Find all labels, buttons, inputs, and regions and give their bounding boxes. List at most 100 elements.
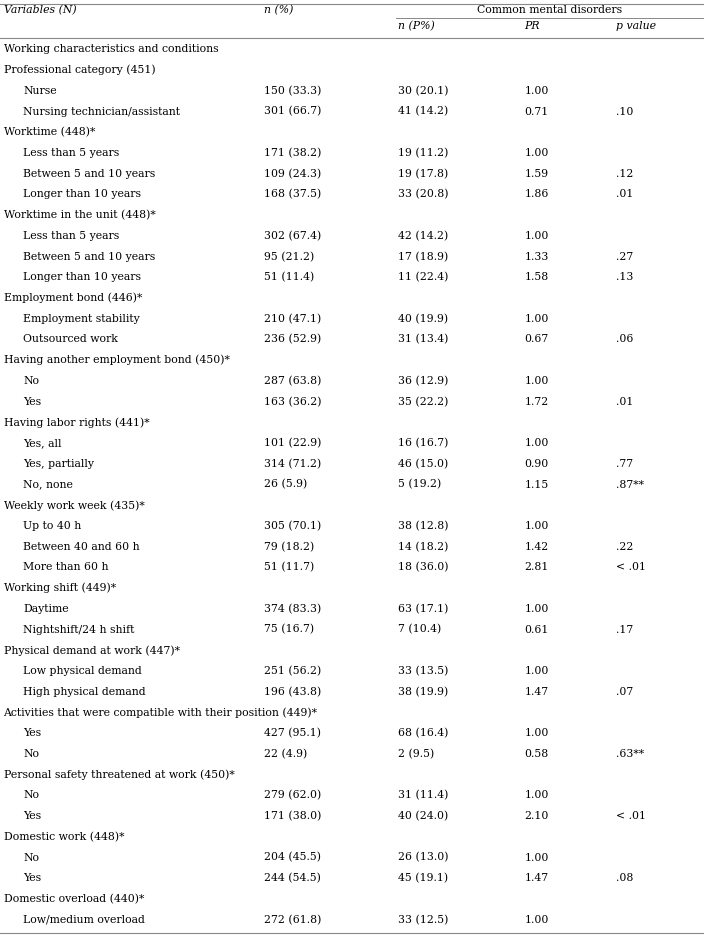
Text: .01: .01	[616, 190, 634, 199]
Text: Low/medium overload: Low/medium overload	[23, 914, 145, 925]
Text: 251 (56.2): 251 (56.2)	[264, 666, 321, 676]
Text: 1.33: 1.33	[524, 252, 549, 262]
Text: 5 (19.2): 5 (19.2)	[398, 480, 441, 490]
Text: Longer than 10 years: Longer than 10 years	[23, 190, 142, 199]
Text: No, none: No, none	[23, 480, 73, 490]
Text: 40 (19.9): 40 (19.9)	[398, 313, 448, 324]
Text: Common mental disorders: Common mental disorders	[477, 5, 622, 15]
Text: No: No	[23, 749, 39, 759]
Text: 45 (19.1): 45 (19.1)	[398, 873, 448, 884]
Text: Yes, partially: Yes, partially	[23, 459, 94, 468]
Text: Domestic work (448)*: Domestic work (448)*	[4, 831, 124, 842]
Text: 236 (52.9): 236 (52.9)	[264, 335, 321, 345]
Text: Having another employment bond (450)*: Having another employment bond (450)*	[4, 355, 230, 366]
Text: 1.00: 1.00	[524, 728, 549, 739]
Text: .27: .27	[616, 252, 634, 262]
Text: 1.00: 1.00	[524, 666, 549, 676]
Text: Domestic overload (440)*: Domestic overload (440)*	[4, 894, 144, 904]
Text: 302 (67.4): 302 (67.4)	[264, 231, 321, 241]
Text: 374 (83.3): 374 (83.3)	[264, 604, 321, 614]
Text: 38 (19.9): 38 (19.9)	[398, 686, 448, 697]
Text: Between 40 and 60 h: Between 40 and 60 h	[23, 541, 140, 552]
Text: .01: .01	[616, 396, 634, 407]
Text: 1.00: 1.00	[524, 148, 549, 158]
Text: < .01: < .01	[616, 811, 646, 821]
Text: .22: .22	[616, 541, 634, 552]
Text: Yes: Yes	[23, 396, 42, 407]
Text: 51 (11.7): 51 (11.7)	[264, 562, 314, 572]
Text: 42 (14.2): 42 (14.2)	[398, 231, 448, 241]
Text: 305 (70.1): 305 (70.1)	[264, 521, 321, 531]
Text: Less than 5 years: Less than 5 years	[23, 148, 120, 158]
Text: Less than 5 years: Less than 5 years	[23, 231, 120, 241]
Text: .63**: .63**	[616, 749, 644, 759]
Text: 1.00: 1.00	[524, 86, 549, 96]
Text: 0.58: 0.58	[524, 749, 548, 759]
Text: 1.42: 1.42	[524, 541, 548, 552]
Text: 1.00: 1.00	[524, 914, 549, 925]
Text: 171 (38.0): 171 (38.0)	[264, 811, 321, 821]
Text: Worktime (448)*: Worktime (448)*	[4, 127, 95, 137]
Text: 95 (21.2): 95 (21.2)	[264, 252, 314, 262]
Text: No: No	[23, 853, 39, 862]
Text: 19 (17.8): 19 (17.8)	[398, 168, 448, 179]
Text: 35 (22.2): 35 (22.2)	[398, 396, 448, 407]
Text: 2.10: 2.10	[524, 811, 549, 821]
Text: 7 (10.4): 7 (10.4)	[398, 625, 441, 635]
Text: Nurse: Nurse	[23, 86, 57, 96]
Text: .07: .07	[616, 686, 634, 697]
Text: PR: PR	[524, 21, 540, 31]
Text: 1.00: 1.00	[524, 439, 549, 448]
Text: 79 (18.2): 79 (18.2)	[264, 541, 314, 552]
Text: Daytime: Daytime	[23, 604, 69, 614]
Text: 0.67: 0.67	[524, 335, 548, 344]
Text: Activities that were compatible with their position (449)*: Activities that were compatible with the…	[4, 707, 318, 718]
Text: Working characteristics and conditions: Working characteristics and conditions	[4, 44, 218, 54]
Text: Yes: Yes	[23, 728, 42, 739]
Text: 150 (33.3): 150 (33.3)	[264, 86, 321, 96]
Text: .87**: .87**	[616, 480, 644, 490]
Text: 46 (15.0): 46 (15.0)	[398, 459, 448, 469]
Text: 40 (24.0): 40 (24.0)	[398, 811, 448, 821]
Text: p value: p value	[616, 21, 656, 31]
Text: 196 (43.8): 196 (43.8)	[264, 686, 321, 697]
Text: 36 (12.9): 36 (12.9)	[398, 376, 448, 386]
Text: 1.00: 1.00	[524, 231, 549, 241]
Text: Weekly work week (435)*: Weekly work week (435)*	[4, 500, 144, 511]
Text: .13: .13	[616, 272, 634, 282]
Text: 301 (66.7): 301 (66.7)	[264, 107, 321, 117]
Text: 51 (11.4): 51 (11.4)	[264, 272, 314, 282]
Text: Yes: Yes	[23, 811, 42, 821]
Text: 19 (11.2): 19 (11.2)	[398, 148, 448, 158]
Text: 2 (9.5): 2 (9.5)	[398, 749, 434, 759]
Text: 1.00: 1.00	[524, 376, 549, 386]
Text: Personal safety threatened at work (450)*: Personal safety threatened at work (450)…	[4, 770, 234, 780]
Text: .06: .06	[616, 335, 634, 344]
Text: 1.00: 1.00	[524, 790, 549, 800]
Text: 68 (16.4): 68 (16.4)	[398, 728, 448, 739]
Text: No: No	[23, 376, 39, 386]
Text: No: No	[23, 790, 39, 800]
Text: 33 (20.8): 33 (20.8)	[398, 189, 448, 199]
Text: Up to 40 h: Up to 40 h	[23, 521, 82, 531]
Text: 31 (11.4): 31 (11.4)	[398, 790, 448, 800]
Text: 427 (95.1): 427 (95.1)	[264, 728, 321, 739]
Text: 1.86: 1.86	[524, 190, 549, 199]
Text: Yes, all: Yes, all	[23, 439, 62, 448]
Text: Employment bond (446)*: Employment bond (446)*	[4, 293, 142, 303]
Text: 2.81: 2.81	[524, 563, 549, 572]
Text: 171 (38.2): 171 (38.2)	[264, 148, 321, 158]
Text: 1.72: 1.72	[524, 396, 548, 407]
Text: .17: .17	[616, 625, 634, 635]
Text: Nightshift/24 h shift: Nightshift/24 h shift	[23, 625, 134, 635]
Text: 26 (5.9): 26 (5.9)	[264, 480, 307, 490]
Text: 109 (24.3): 109 (24.3)	[264, 168, 321, 179]
Text: Nursing technician/assistant: Nursing technician/assistant	[23, 107, 180, 117]
Text: .08: .08	[616, 873, 634, 884]
Text: .10: .10	[616, 107, 634, 117]
Text: 1.00: 1.00	[524, 853, 549, 862]
Text: 163 (36.2): 163 (36.2)	[264, 396, 322, 407]
Text: 1.47: 1.47	[524, 873, 548, 884]
Text: 272 (61.8): 272 (61.8)	[264, 914, 321, 925]
Text: n (%): n (%)	[264, 5, 294, 15]
